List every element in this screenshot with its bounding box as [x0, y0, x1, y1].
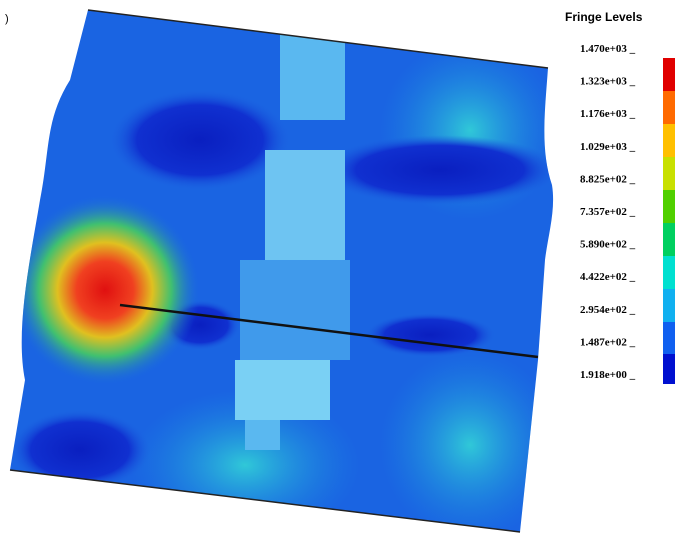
legend-level: 1.487e+02 _ [580, 336, 636, 348]
corner-mark: ) [5, 13, 9, 25]
fringe-plot-view: ) Fringe Levels 1.470e+03 _1.323e+03 _1.… [0, 0, 675, 535]
legend-level: 1.918e+00 _ [580, 369, 636, 381]
legend-level: 1.029e+03 _ [580, 141, 636, 153]
color-bar [663, 58, 675, 384]
legend-levels: 1.470e+03 _ 1.323e+03 _ 1.176e+03 _ 1.029e+… [580, 43, 636, 381]
legend-title: Fringe Levels [565, 10, 643, 24]
viewport: ) Fringe Levels 1.470e+03 _1.323e+03 _1.… [0, 0, 675, 535]
legend-level: 1.176e+03 _ [580, 108, 636, 120]
legend-level: 1.323e+03 _ [580, 76, 636, 88]
legend-level: 1.470e+03 _ [580, 43, 636, 55]
fringe-mesh [0, 0, 560, 535]
legend-level: 7.357e+02 _ [580, 206, 636, 218]
legend-level: 4.422e+02 _ [580, 271, 636, 283]
legend-level: 5.890e+02 _ [580, 239, 636, 251]
legend-level: 8.825e+02 _ [580, 173, 636, 185]
legend-level: 2.954e+02 _ [580, 304, 636, 316]
